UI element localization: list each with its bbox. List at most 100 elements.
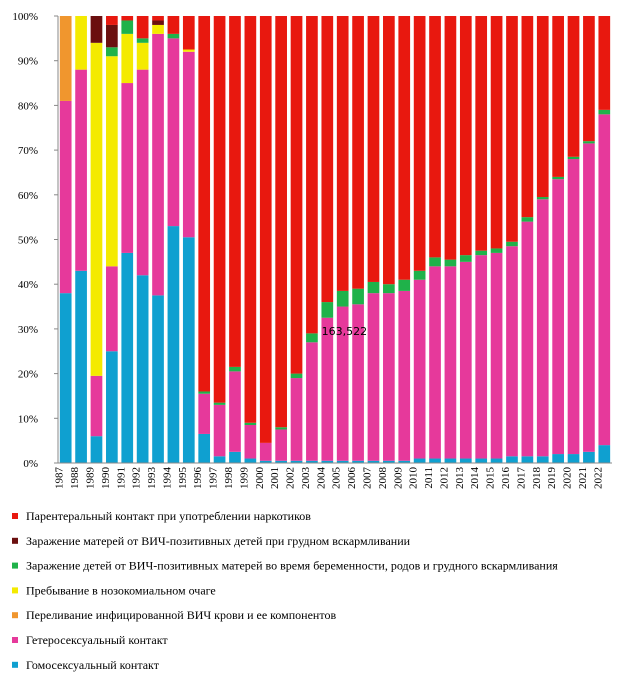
- bar-segment: [598, 445, 611, 463]
- bar-segment: [459, 16, 472, 256]
- bar-segment: [367, 460, 380, 463]
- bar-segment: [490, 248, 503, 253]
- bar-segment: [121, 252, 134, 463]
- x-tick-label: 1987: [54, 467, 66, 490]
- bar-segment: [213, 404, 226, 457]
- bar-segment: [459, 458, 472, 463]
- x-tick-label: 2017: [515, 467, 527, 490]
- bar-segment: [198, 393, 211, 434]
- bar-segment: [352, 304, 364, 461]
- bar-segment: [75, 270, 87, 463]
- bar-segment: [75, 69, 87, 271]
- bar-segment: [106, 24, 118, 48]
- legend-label: Гомосексуальный контакт: [26, 658, 160, 672]
- x-tick-label: 2010: [408, 467, 420, 490]
- bar-segment: [152, 24, 164, 34]
- bar-segment: [567, 454, 580, 463]
- legend-swatch: [12, 513, 18, 519]
- bar-segment: [136, 16, 149, 39]
- bar-segment: [336, 16, 349, 291]
- bar-segment: [552, 176, 564, 180]
- bar-segment: [536, 16, 549, 198]
- x-tick-label: 1992: [131, 467, 143, 489]
- x-tick-label: 2005: [331, 467, 343, 490]
- x-tick-label: 2001: [269, 467, 281, 489]
- bar-segment: [383, 284, 395, 294]
- x-tick-label: 2000: [254, 467, 266, 490]
- bar-segment: [552, 179, 564, 455]
- bar-segment: [444, 16, 457, 260]
- legend-swatch: [12, 537, 18, 544]
- bar-segment: [383, 460, 395, 463]
- bar-segment: [459, 255, 472, 262]
- bar-segment: [259, 460, 272, 463]
- bar-segment: [106, 266, 118, 352]
- bar-segment: [321, 16, 334, 303]
- x-tick-label: 2003: [300, 467, 312, 490]
- bar-segment: [136, 38, 149, 43]
- bar-segment: [413, 270, 426, 280]
- bar-segment: [598, 109, 611, 115]
- bar-segment: [290, 373, 303, 379]
- bar-segment: [583, 141, 595, 144]
- bar-segment: [598, 16, 611, 110]
- bar-segment: [552, 16, 564, 177]
- bar-segment: [182, 16, 195, 50]
- bar-segment: [167, 226, 180, 463]
- bar-segment: [121, 16, 134, 21]
- legend-label: Переливание инфицированной ВИЧ крови и е…: [26, 608, 336, 622]
- bar-segment: [490, 16, 503, 249]
- bar-segment: [475, 255, 488, 459]
- bar-segment: [290, 16, 303, 374]
- bar-segment: [229, 16, 241, 367]
- bar-segment: [383, 16, 395, 285]
- y-tick-label: 90%: [18, 56, 38, 68]
- x-tick-label: 1988: [69, 467, 81, 490]
- bar-segment: [583, 16, 595, 142]
- x-tick-label: 1989: [84, 467, 96, 490]
- y-tick-label: 50%: [18, 235, 38, 247]
- bar-segment: [475, 250, 488, 256]
- x-tick-label: 1997: [208, 467, 220, 490]
- bar-segment: [275, 429, 287, 461]
- bar-segment: [352, 288, 364, 305]
- bar-segment: [352, 460, 364, 463]
- bar-segment: [244, 16, 257, 423]
- annotation: 163,522: [322, 325, 368, 338]
- bar-segment: [352, 16, 364, 289]
- bar-segment: [229, 451, 241, 463]
- bar-segment: [106, 56, 118, 267]
- bar-segment: [506, 241, 518, 247]
- bar-segment: [567, 156, 580, 160]
- bar-segment: [398, 16, 411, 280]
- bar-segment: [106, 47, 118, 57]
- y-tick-label: 60%: [18, 190, 38, 202]
- legend-swatch: [12, 587, 18, 594]
- bar-segment: [521, 16, 534, 218]
- bar-segment: [90, 42, 103, 376]
- bar-segment: [306, 16, 318, 334]
- bar-segment: [259, 442, 272, 461]
- legend-swatch: [12, 637, 18, 643]
- bar-segment: [306, 342, 318, 461]
- bar-segment: [398, 460, 411, 463]
- x-tick-label: 1994: [161, 467, 173, 490]
- x-tick-label: 1991: [115, 467, 127, 489]
- legend-label: Заражение матерей от ВИЧ-позитивных дете…: [26, 534, 411, 548]
- legend-label: Пребывание в нозокомиальном очаге: [26, 583, 216, 597]
- bar-segment: [321, 460, 334, 463]
- x-tick-label: 1993: [146, 467, 158, 490]
- bar-segment: [152, 295, 164, 463]
- bar-segment: [244, 458, 257, 463]
- bar-segment: [152, 20, 164, 25]
- bar-segment: [490, 458, 503, 463]
- bar-segment: [259, 16, 272, 443]
- bar-segment: [336, 306, 349, 461]
- y-tick-label: 40%: [18, 279, 38, 291]
- bar-segment: [475, 458, 488, 463]
- bar-segment: [244, 425, 257, 459]
- x-tick-label: 1998: [223, 467, 235, 490]
- bar-segment: [413, 279, 426, 459]
- bar-segment: [490, 252, 503, 459]
